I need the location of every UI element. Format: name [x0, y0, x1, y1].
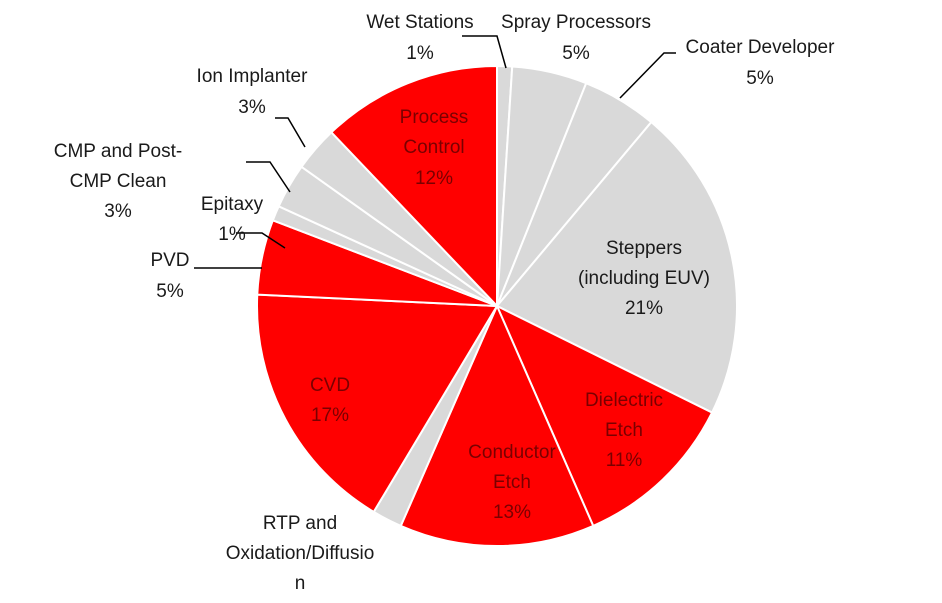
slice-labels: Wet Stations 1%Spray Processors 5% Coater D…	[54, 12, 835, 594]
slice-value-label: 5%	[156, 281, 184, 302]
slice-process-control	[329, 64, 498, 309]
leader-epitaxy	[236, 232, 286, 249]
slice-conductor-etch	[399, 303, 595, 548]
slice-cvd	[256, 293, 499, 514]
slice-name-label: Dielectric	[585, 390, 663, 411]
slice-name-label: PVD	[150, 250, 189, 271]
slice-name-label: Steppers	[606, 238, 682, 259]
slice-name-label: Conductor	[468, 442, 556, 463]
slice-name-label: Ion Implanter	[197, 66, 309, 87]
slice-name-label: Control	[403, 137, 464, 158]
slice-value-label: 3%	[104, 201, 132, 222]
slice-value-label: 12%	[415, 168, 453, 189]
leader-wet-stations	[462, 35, 507, 69]
leader-cmp-and-post-cmp-clean	[246, 161, 291, 193]
leader-coater-developer	[619, 52, 676, 99]
label-rtp-and-oxidation-diffusion: RTP and Oxidation/Diffusio n	[226, 513, 375, 594]
leader-ion-implanter	[275, 117, 306, 148]
label-pvd: PVD 5%	[150, 250, 189, 302]
slice-name-label: n	[295, 573, 306, 594]
slice-value-label: 1%	[406, 43, 434, 64]
slice-value-label: 5%	[746, 68, 774, 89]
slice-steppers-including-euv	[495, 120, 738, 414]
slice-value-label: 5%	[562, 43, 590, 64]
slice-dielectric-etch	[494, 303, 714, 528]
label-cvd: CVD 17%	[310, 375, 350, 426]
slice-value-label: 11%	[606, 450, 643, 471]
slice-name-label: Wet Stations	[366, 12, 473, 33]
slice-value-label: 21%	[625, 298, 663, 319]
slice-name-label: Process	[400, 107, 469, 128]
slice-value-label: 17%	[311, 405, 349, 426]
label-cmp-and-post-cmp-clean: CMP and Post- CMP Clean 3%	[54, 141, 182, 222]
label-coater-developer: Coater Developer 5%	[686, 37, 836, 89]
label-ion-implanter: Ion Implanter 3%	[197, 66, 309, 118]
label-process-control: Process Control 12%	[400, 107, 469, 189]
slice-name-label: Spray Processors	[501, 12, 651, 33]
slice-name-label: Epitaxy	[201, 194, 264, 215]
label-steppers-including-euv: Steppers (including EUV) 21%	[578, 238, 710, 319]
slice-name-label: Oxidation/Diffusio	[226, 543, 375, 564]
label-spray-processors: Spray Processors 5%	[501, 12, 651, 64]
slice-name-label: Etch	[605, 420, 643, 441]
leader-lines	[194, 35, 676, 269]
slice-value-label: 1%	[218, 224, 246, 245]
label-dielectric-etch: Dielectric Etch 11%	[585, 390, 663, 471]
slice-value-label: 13%	[493, 502, 531, 523]
slice-name-label: (including EUV)	[578, 268, 710, 289]
label-epitaxy: Epitaxy 1%	[201, 194, 264, 245]
label-wet-stations: Wet Stations 1%	[366, 12, 473, 64]
slice-name-label: Etch	[493, 472, 531, 493]
pie-slices	[256, 64, 738, 548]
slice-name-label: RTP and	[263, 513, 337, 534]
slice-name-label: Coater Developer	[686, 37, 836, 58]
slice-value-label: 3%	[238, 97, 266, 118]
label-conductor-etch: Conductor Etch 13%	[468, 442, 556, 523]
slice-name-label: CMP Clean	[70, 171, 167, 192]
slice-name-label: CMP and Post-	[54, 141, 182, 162]
slice-name-label: CVD	[310, 375, 350, 396]
